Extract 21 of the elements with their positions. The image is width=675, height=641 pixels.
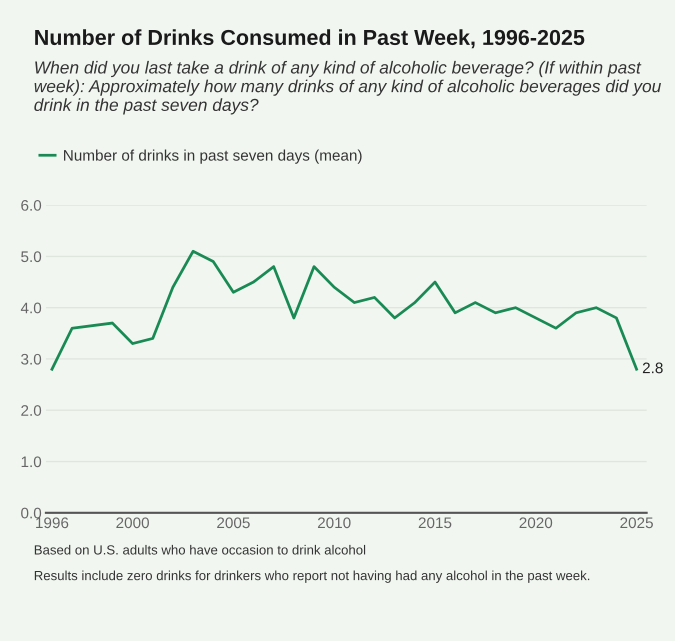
x-tick-label: 2005 (217, 517, 250, 528)
x-tick-label: 2000 (116, 517, 149, 528)
x-tick-label: 2025 (620, 517, 653, 528)
chart-subtitle: When did you last take a drink of any kind of alcoholic beverage? (If within past week): Approximately how many drinks of any kind of alcoholic beverages did you drink in the past seven days? (34, 60, 661, 114)
y-tick-label: 1.0 (22, 456, 42, 468)
text: Based on U.S. adults who have occasion to drink alcohol (34, 544, 366, 555)
y-tick-label: 5.0 (21, 251, 42, 262)
y-tick-label: 4.0 (20, 302, 42, 314)
data-label: 2.8 (642, 362, 663, 374)
text: Results include zero drinks for drinkers who report not having had any alcohol in the past week. (34, 570, 590, 583)
chart-title: Number of Drinks Consumed in Past Week, 1996-2025 (35, 29, 584, 48)
x-tick-label: 1996 (36, 517, 68, 528)
x-tick-label: 2010 (318, 517, 351, 528)
x-tick-label: 2020 (520, 517, 552, 528)
y-tick-label: 0.0 (21, 508, 42, 518)
x-tick-label: 2015 (418, 517, 452, 528)
y-tick-label: 3.0 (21, 354, 42, 365)
y-tick-label: 2.0 (21, 405, 42, 416)
y-tick-label: 6.0 (21, 200, 42, 211)
line-series (50, 250, 638, 371)
legend-label: Number of drinks in past seven days (mean) (64, 150, 362, 164)
